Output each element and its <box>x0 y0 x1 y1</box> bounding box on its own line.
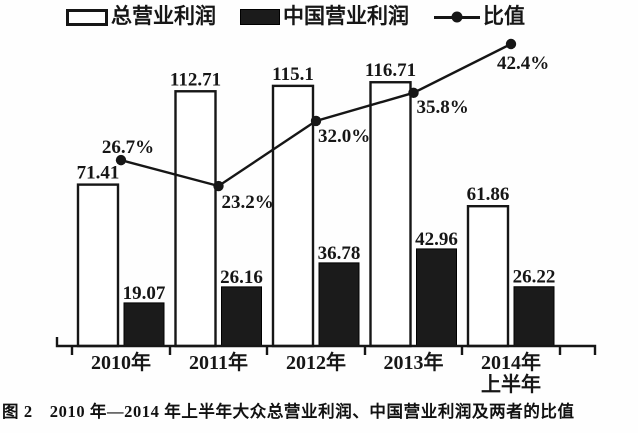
ratio-label-1: 23.2% <box>222 192 274 213</box>
bar-china-3 <box>416 248 457 347</box>
ratio-label-0: 26.7% <box>102 137 154 158</box>
category-label-0: 2010年 <box>91 350 151 374</box>
ratio-line-icon <box>434 11 480 23</box>
bar-china-value-3: 42.96 <box>415 229 458 250</box>
bar-total-2 <box>271 84 315 348</box>
ratio-point-2 <box>310 115 322 127</box>
bar-total-0 <box>76 183 120 348</box>
figure-caption: 图 2 2010 年—2014 年上半年大众总营业利润、中国营业利润及两者的比值 <box>2 402 575 421</box>
ratio-label-3: 35.8% <box>417 97 469 118</box>
legend-item-total-profit: 总营业利润 <box>66 3 216 31</box>
ratio-label-2: 32.0% <box>318 126 370 147</box>
legend-label-ratio: 比值 <box>483 5 525 28</box>
legend-item-china-profit: 中国营业利润 <box>240 3 409 31</box>
bar-total-value-4: 61.86 <box>467 184 510 205</box>
bar-total-4 <box>466 204 510 348</box>
legend-label-china-profit: 中国营业利润 <box>283 5 409 28</box>
bar-china-4 <box>513 286 555 347</box>
category-label-4: 2014年 <box>481 350 541 374</box>
bar-china-0 <box>123 302 165 347</box>
bar-total-3 <box>369 81 412 348</box>
bar-total-value-1: 112.71 <box>170 69 221 90</box>
bar-china-value-4: 26.22 <box>513 267 556 288</box>
category-label-1: 2011年 <box>189 350 248 374</box>
category-label-3: 2013年 <box>384 350 444 374</box>
category-label-2: 2012年 <box>286 350 346 374</box>
bar-total-1 <box>174 90 217 348</box>
bar-total-value-2: 115.1 <box>272 64 314 85</box>
black-bar-swatch-icon <box>240 9 280 25</box>
chart-legend: 总营业利润 中国营业利润 比值 <box>0 3 638 31</box>
bar-china-2 <box>318 262 360 347</box>
bar-china-1 <box>221 286 262 347</box>
category-label-4-line2: 上半年 <box>481 372 541 396</box>
ratio-point-0 <box>115 154 127 166</box>
ratio-label-4: 42.4% <box>497 53 549 74</box>
ratio-point-1 <box>213 180 224 192</box>
legend-item-ratio: 比值 <box>434 3 525 31</box>
white-bar-swatch-icon <box>66 8 108 26</box>
bar-china-value-2: 36.78 <box>318 243 361 264</box>
bar-china-value-0: 19.07 <box>123 283 166 304</box>
ratio-point-4 <box>505 38 517 50</box>
ratio-point-3 <box>408 87 419 99</box>
bar-total-value-3: 116.71 <box>365 60 416 81</box>
bar-total-value-0: 71.41 <box>77 163 120 184</box>
bar-china-value-1: 26.16 <box>220 267 263 288</box>
x-axis <box>55 337 597 355</box>
legend-label-total-profit: 总营业利润 <box>111 5 216 28</box>
ratio-dot-icon <box>451 11 463 23</box>
